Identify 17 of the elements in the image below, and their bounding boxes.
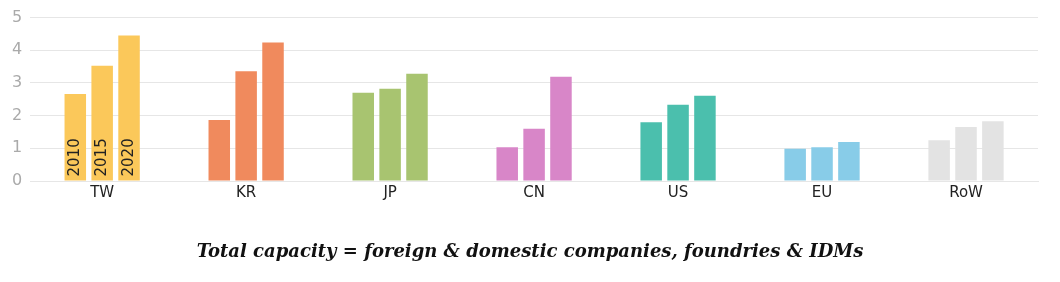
x-tick-label: RoW: [949, 182, 984, 201]
text: Total capacity = foreign & domestic companies, foundries & IDMs: [195, 240, 865, 261]
series-label: 2015: [92, 138, 111, 177]
y-tick-label: 2: [11, 104, 23, 124]
x-tick-label: EU: [811, 182, 833, 201]
y-tick-label: 0: [11, 170, 23, 190]
y-tick-label: 3: [11, 72, 23, 92]
x-tick-label: TW: [89, 182, 115, 201]
y-tick-label: 4: [11, 39, 23, 59]
y-tick-label: 5: [11, 6, 23, 26]
x-tick-label: US: [667, 182, 689, 201]
y-tick-label: 1: [11, 137, 23, 157]
x-tick-label: CN: [523, 182, 545, 201]
series-label: 2010: [65, 138, 84, 177]
series-label: 2020: [118, 138, 137, 177]
x-tick-label: KR: [236, 182, 257, 201]
x-tick-label: JP: [382, 182, 397, 201]
